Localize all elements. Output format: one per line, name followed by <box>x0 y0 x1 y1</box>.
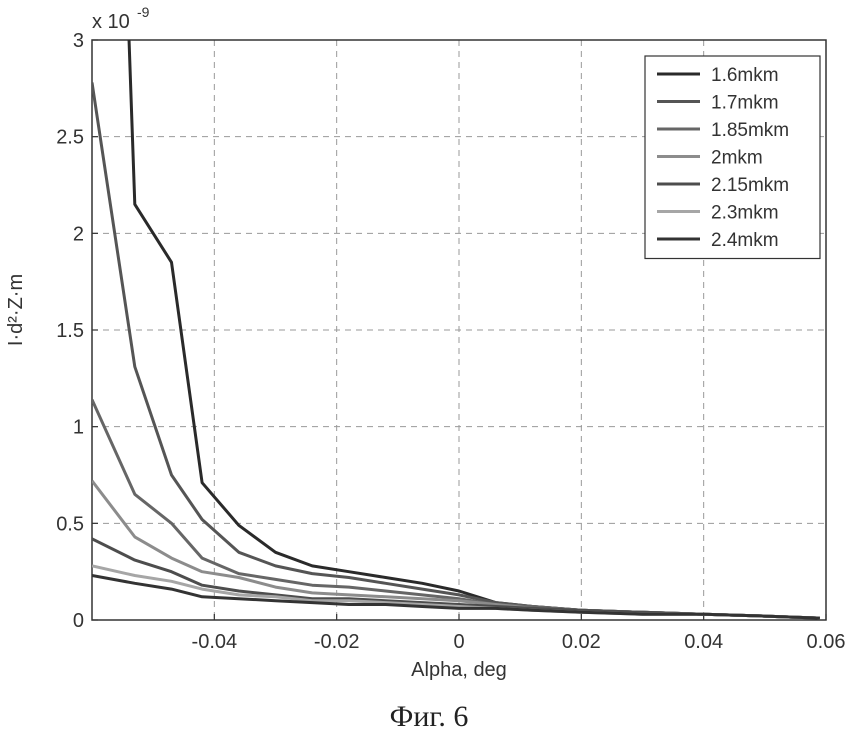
legend-label-6: 2.3mkm <box>711 203 779 224</box>
x-tick-label: 0.02 <box>562 631 601 653</box>
y-tick-label: 0 <box>73 610 84 632</box>
x-tick-label: 0.04 <box>684 631 723 653</box>
legend-label-4: 2mkm <box>711 148 763 169</box>
y-tick-label: 2.5 <box>56 127 84 149</box>
x-tick-label: 0.06 <box>807 631 846 653</box>
x-tick-label: -0.02 <box>314 631 360 653</box>
figure-caption: Фиг. 6 <box>0 700 858 734</box>
legend-label-3: 1.85mkm <box>711 120 789 141</box>
legend-label-7: 2.4mkm <box>711 230 779 251</box>
y-tick-label: 2 <box>73 223 84 245</box>
legend-label-5: 2.15mkm <box>711 175 789 196</box>
y-multiplier-exponent: -9 <box>137 4 150 20</box>
y-axis-label: I·d²·Z·m <box>5 274 27 346</box>
line-chart: -0.04 -0.02 0 0.02 0.04 0.06 0 0.5 1 1.5 2 2.5 3 x … <box>0 0 858 700</box>
y-tick-label: 3 <box>73 30 84 52</box>
legend-label-2: 1.7mkm <box>711 93 779 114</box>
y-multiplier: x 10 -9 <box>92 4 150 33</box>
legend: 1.6mkm 1.7mkm 1.85mkm 2mkm 2.15mkm 2.3mkm 2.4m… <box>645 56 820 259</box>
y-tick-label: 1 <box>73 417 84 439</box>
y-multiplier-base: x 10 <box>92 11 130 33</box>
y-tick-label: 1.5 <box>56 320 84 342</box>
legend-label-1: 1.6mkm <box>711 65 779 86</box>
x-axis-label: Alpha, deg <box>411 659 507 681</box>
series-line-7 <box>92 576 820 619</box>
x-tick-label: 0 <box>453 631 464 653</box>
y-tick-label: 0.5 <box>56 513 84 535</box>
x-tick-label: -0.04 <box>192 631 238 653</box>
series-line-6 <box>92 566 820 618</box>
